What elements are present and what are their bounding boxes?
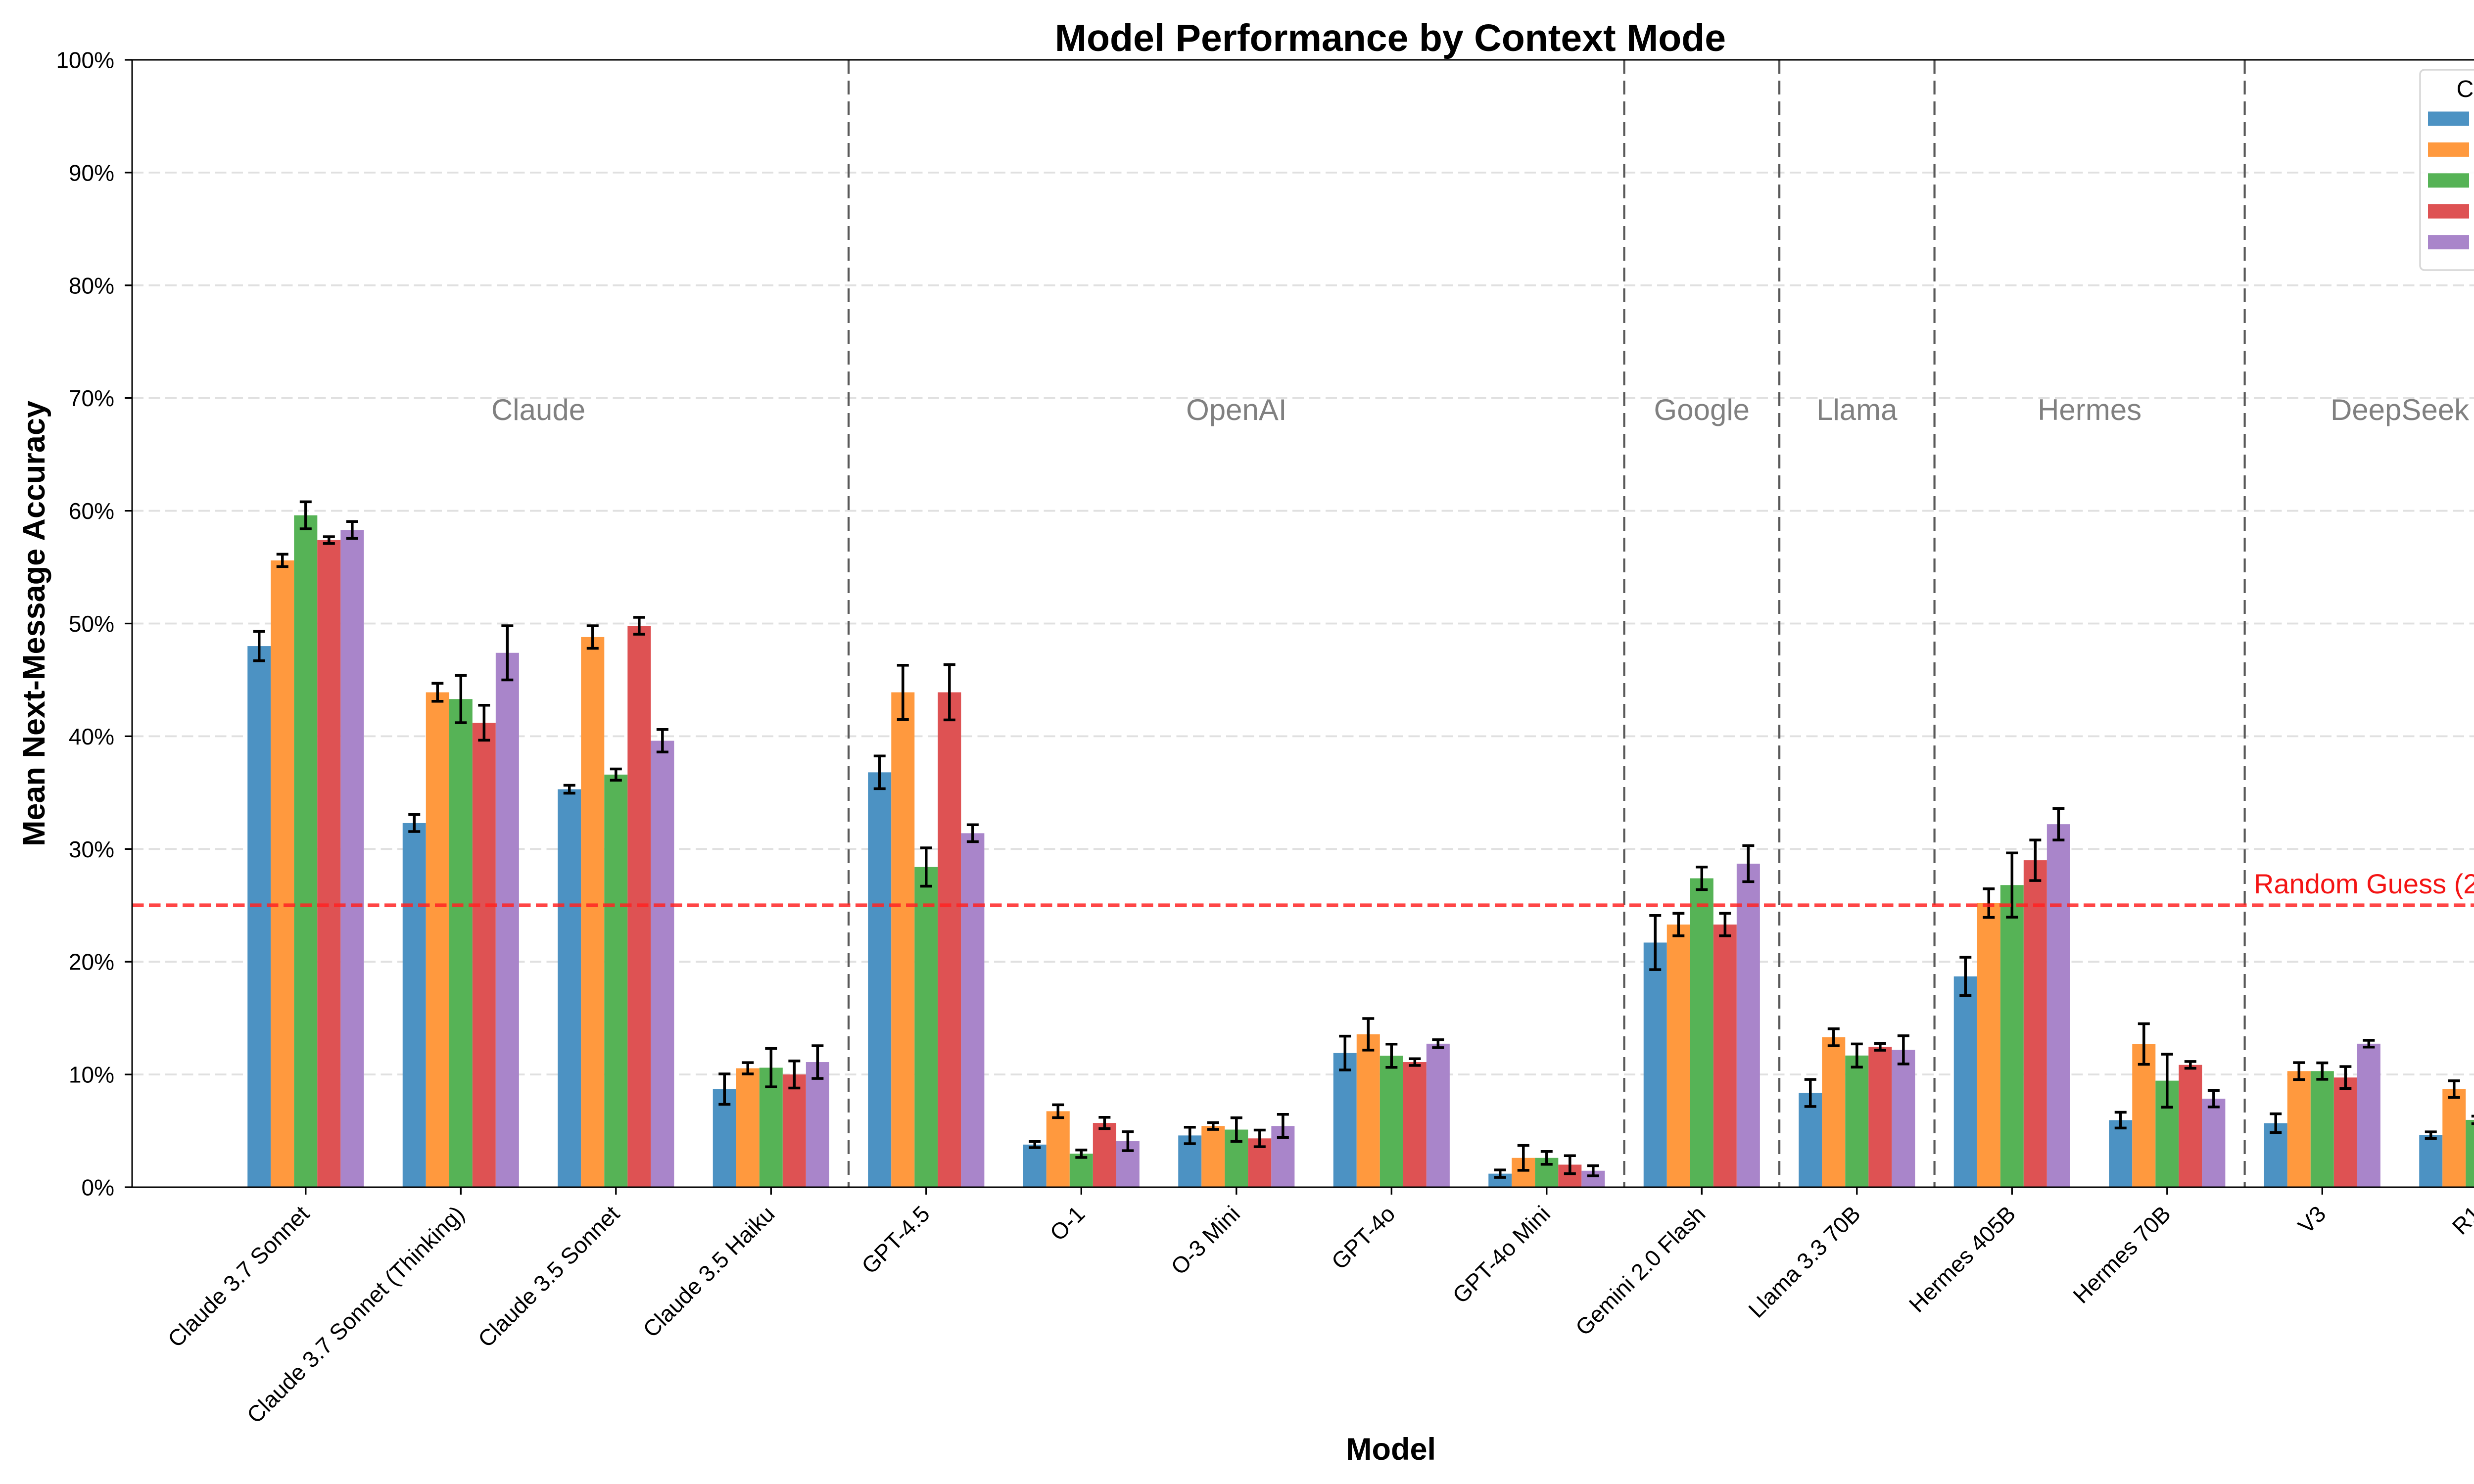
svg-text:10%: 10% xyxy=(69,1062,114,1088)
svg-text:40%: 40% xyxy=(69,724,114,749)
svg-text:80%: 80% xyxy=(69,273,114,298)
svg-text:100%: 100% xyxy=(56,47,114,73)
svg-text:Claude: Claude xyxy=(491,393,585,426)
svg-text:Model Performance by Context M: Model Performance by Context Mode xyxy=(1055,17,1726,59)
svg-text:Hermes: Hermes xyxy=(2038,393,2141,426)
svg-text:Model: Model xyxy=(1346,1432,1436,1467)
svg-text:60%: 60% xyxy=(69,498,114,524)
svg-text:20%: 20% xyxy=(69,949,114,975)
svg-text:90%: 90% xyxy=(69,160,114,186)
svg-text:Random Guess (25%): Random Guess (25%) xyxy=(2254,868,2474,899)
svg-text:DeepSeek: DeepSeek xyxy=(2331,393,2470,426)
svg-text:50%: 50% xyxy=(69,611,114,637)
svg-text:Mean Next-Message Accuracy: Mean Next-Message Accuracy xyxy=(17,401,51,846)
svg-text:OpenAI: OpenAI xyxy=(1186,393,1286,426)
svg-text:Google: Google xyxy=(1654,393,1750,426)
svg-text:Llama: Llama xyxy=(1816,393,1898,426)
svg-text:Context Mode: Context Mode xyxy=(2457,76,2474,102)
svg-text:70%: 70% xyxy=(69,385,114,411)
svg-text:30%: 30% xyxy=(69,836,114,862)
svg-text:0%: 0% xyxy=(82,1175,114,1201)
